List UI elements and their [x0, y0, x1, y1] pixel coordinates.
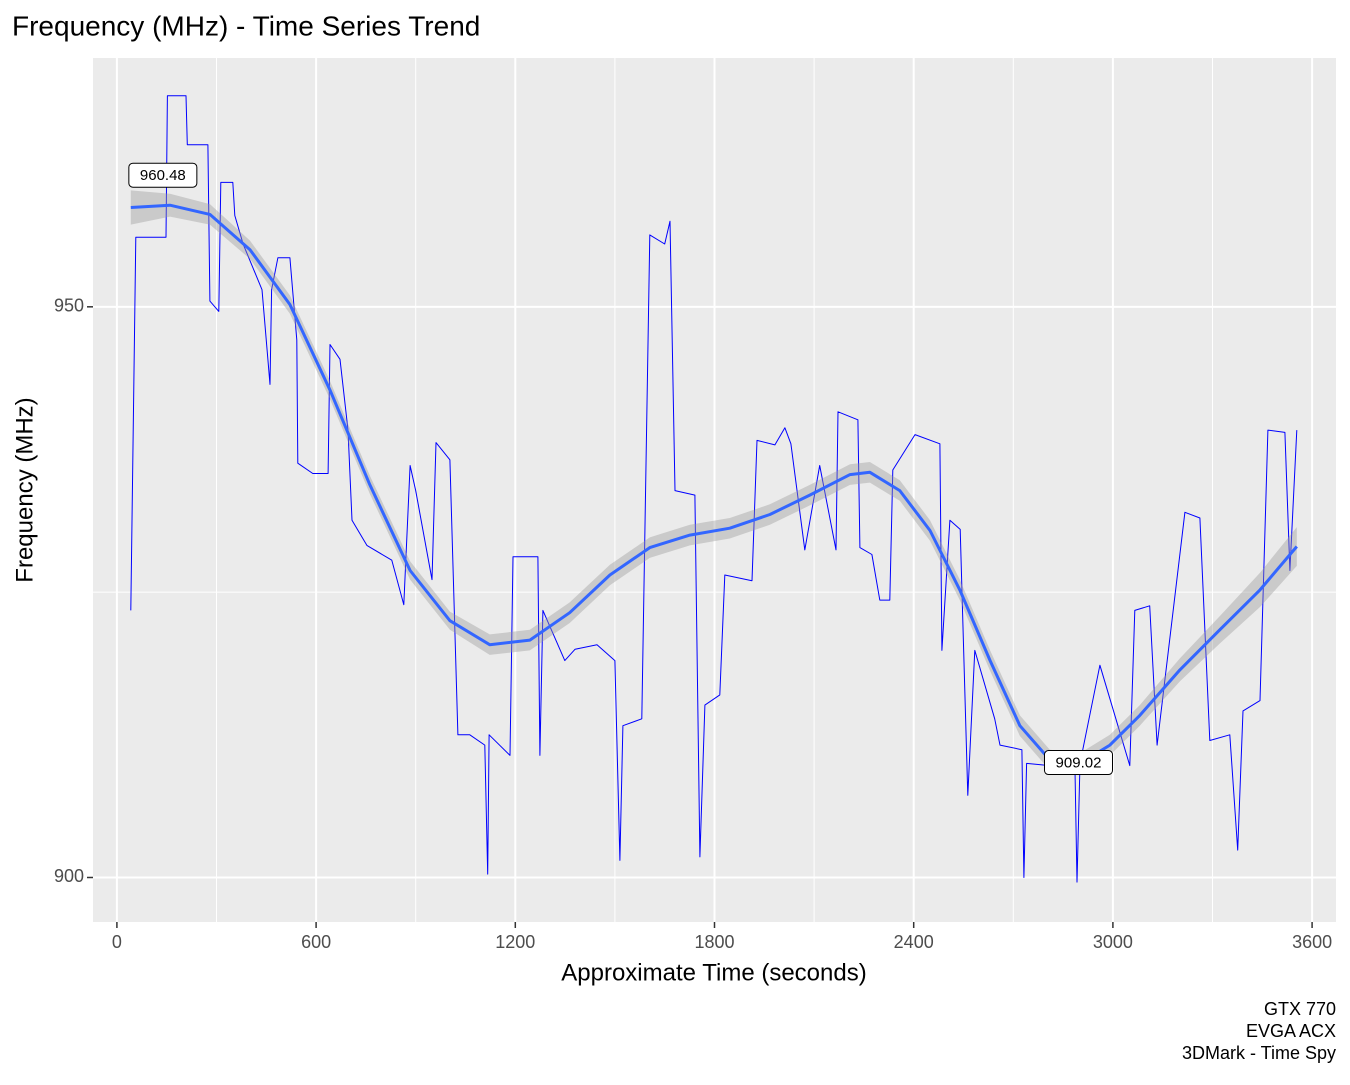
x-tick-label: 3000 — [1093, 932, 1133, 952]
annotation-box — [128, 162, 198, 188]
y-tick-label: 950 — [54, 296, 84, 316]
y-tick-label: 900 — [54, 866, 84, 886]
x-tick-label: 600 — [301, 932, 331, 952]
caption: GTX 770 — [1264, 999, 1336, 1019]
y-axis-title: Frequency (MHz) — [11, 397, 38, 582]
caption: EVGA ACX — [1246, 1021, 1336, 1041]
x-tick-label: 3600 — [1292, 932, 1332, 952]
annotation-label: 960.48 — [140, 167, 186, 184]
chart-title: Frequency (MHz) - Time Series Trend — [12, 10, 480, 41]
annotation-label: 909.02 — [1056, 755, 1102, 772]
x-tick-label: 1200 — [495, 932, 535, 952]
x-axis-title: Approximate Time (seconds) — [561, 959, 866, 986]
x-tick-label: 1800 — [694, 932, 734, 952]
annotation-box — [1043, 750, 1113, 776]
x-tick-label: 2400 — [894, 932, 934, 952]
annotation: 909.02 — [1043, 750, 1113, 776]
annotation: 960.48 — [128, 162, 198, 188]
x-tick-label: 0 — [112, 932, 122, 952]
caption: 3DMark - Time Spy — [1182, 1043, 1336, 1063]
